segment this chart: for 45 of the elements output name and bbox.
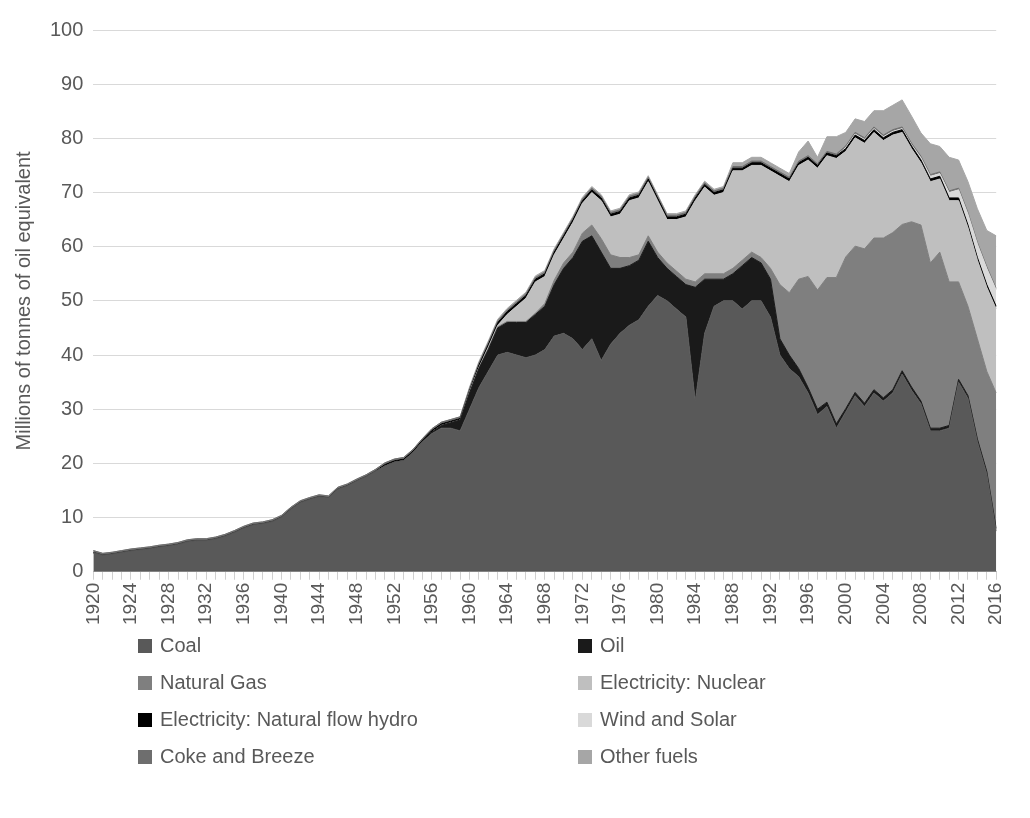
- y-tick-label: 90: [61, 71, 84, 94]
- legend-label: Other fuels: [600, 745, 698, 768]
- y-tick-label: 30: [61, 396, 84, 419]
- x-tick-label: 2004: [871, 582, 893, 626]
- x-tick-label: 1956: [420, 582, 442, 626]
- y-tick-label: 40: [61, 342, 84, 365]
- y-tick-label: 70: [61, 180, 84, 203]
- x-tick-label: 1924: [119, 582, 141, 626]
- x-tick-label: 1964: [495, 582, 517, 626]
- legend-label: Natural Gas: [160, 671, 267, 694]
- x-tick-label: 1980: [645, 582, 667, 626]
- y-tick-label: 10: [61, 505, 84, 528]
- x-tick-label: 1976: [608, 582, 630, 626]
- legend-label: Coke and Breeze: [160, 745, 315, 768]
- x-tick-label: 1932: [194, 582, 216, 626]
- x-tick-label: 1996: [796, 582, 818, 626]
- y-tick-label: 80: [61, 125, 84, 148]
- x-tick-label: 1960: [457, 582, 479, 626]
- x-tick-label: 2012: [946, 582, 968, 626]
- x-tick-label: 1936: [232, 582, 254, 626]
- x-tick-label: 2016: [984, 582, 1006, 626]
- y-tick-label: 50: [61, 288, 84, 311]
- x-tick-label: 1940: [269, 582, 291, 626]
- legend-label: Electricity: Nuclear: [600, 671, 766, 694]
- y-axis-title: Millions of tonnes of oil equivalent: [11, 150, 34, 451]
- y-tick-label: 20: [61, 450, 84, 473]
- x-tick-label: 1920: [81, 582, 103, 626]
- legend-label: Wind and Solar: [600, 708, 737, 731]
- x-tick-label: 1944: [307, 582, 329, 626]
- legend-label: Electricity: Natural flow hydro: [160, 708, 418, 731]
- x-tick-label: 2008: [909, 582, 931, 626]
- x-tick-label: 1972: [570, 582, 592, 626]
- y-tick-label: 60: [61, 234, 84, 257]
- x-tick-label: 2000: [833, 582, 855, 626]
- x-tick-label: 1984: [683, 582, 705, 626]
- legend-label: Oil: [600, 634, 625, 657]
- legend-label: Coal: [160, 634, 202, 657]
- y-tick-label: 100: [49, 17, 84, 40]
- y-tick-label: 0: [72, 559, 84, 582]
- x-tick-label: 1928: [156, 582, 178, 626]
- x-tick-label: 1992: [758, 582, 780, 626]
- x-tick-label: 1968: [533, 582, 555, 626]
- x-tick-label: 1952: [382, 582, 404, 626]
- x-tick-label: 1948: [344, 582, 366, 626]
- x-tick-label: 1988: [721, 582, 743, 626]
